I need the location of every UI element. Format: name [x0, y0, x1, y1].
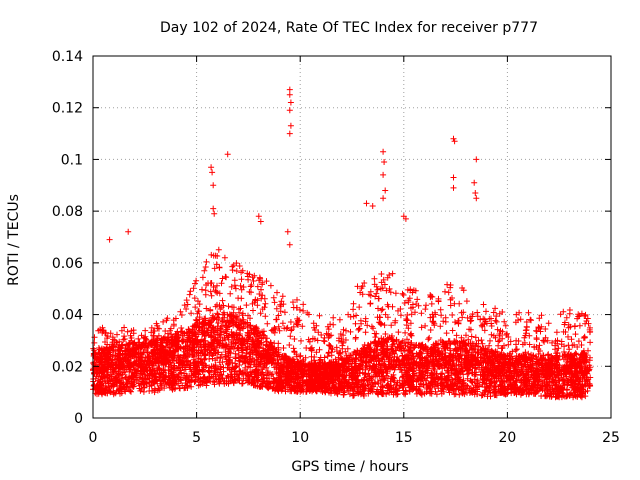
tick-labels-layer: 0 5 10 15 20 25 0 0.02 0.04 0.06 0.08 0.1 0.12 0.14 — [52, 49, 620, 446]
x-tick-label: 20 — [498, 430, 516, 446]
x-tick-label: 25 — [602, 430, 620, 446]
y-tick-label: 0.06 — [52, 256, 83, 272]
grid-layer — [93, 56, 611, 418]
x-tick-label: 0 — [89, 430, 98, 446]
y-tick-label: 0 — [74, 411, 83, 427]
ticks-layer — [92, 55, 612, 419]
y-tick-label: 0.02 — [52, 359, 83, 375]
plot-frame — [92, 55, 612, 419]
y-tick-label: 0.1 — [61, 152, 83, 168]
y-tick-label: 0.14 — [52, 49, 83, 65]
points-layer — [90, 86, 594, 401]
x-tick-label: 10 — [291, 430, 309, 446]
chart-title: Day 102 of 2024, Rate Of TEC Index for r… — [160, 20, 538, 36]
roti-data-points — [90, 86, 594, 401]
y-tick-label: 0.08 — [52, 204, 83, 220]
y-tick-label: 0.04 — [52, 308, 83, 324]
x-tick-label: 5 — [192, 430, 201, 446]
x-axis-label: GPS time / hours — [291, 459, 408, 475]
y-tick-label: 0.12 — [52, 101, 83, 117]
y-axis-label: ROTI / TECUs — [6, 194, 22, 286]
x-tick-label: 15 — [395, 430, 413, 446]
